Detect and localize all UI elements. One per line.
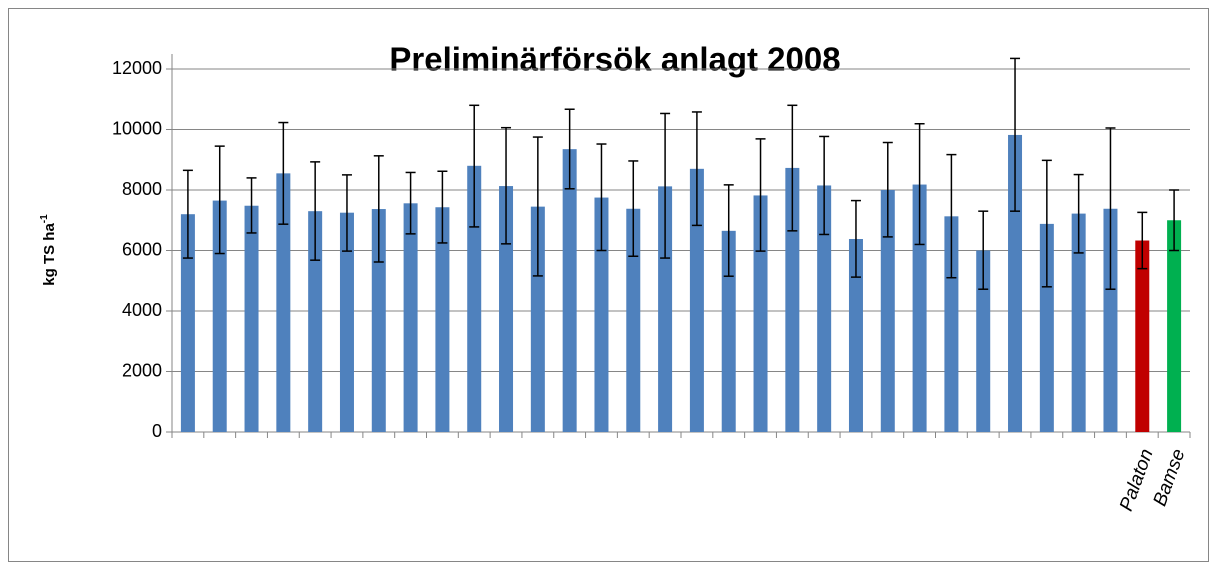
bar [1071,213,1086,432]
error-bar [850,199,861,278]
bar [1135,240,1150,432]
error-bar [1041,159,1052,288]
error-bar [532,136,543,277]
error-bar [373,155,384,263]
error-bar [1073,173,1084,254]
bar [689,168,704,432]
error-bar [628,160,639,257]
y-tick-label: 0 [152,421,162,441]
bar [785,167,800,433]
bar [912,184,927,432]
error-bar [469,104,480,228]
bar [499,186,514,432]
error-bar [182,169,193,259]
error-bar [660,112,671,259]
bar [594,197,609,432]
y-axis-label: kg TS ha-1 [39,214,58,286]
bar [339,212,354,432]
bar [180,214,195,432]
bar [403,203,418,432]
error-bar [882,141,893,238]
error-bar [946,153,957,279]
bar [1008,134,1023,432]
bar [626,208,641,432]
error-bar [405,171,416,235]
error-bar [278,121,289,225]
bar [530,206,545,432]
bar [1103,208,1118,432]
y-tick-label: 12000 [112,58,162,78]
error-bar [691,111,702,227]
bar [212,200,227,432]
y-axis-label-text: kg TS ha [41,223,58,286]
error-bar [214,145,225,255]
bar [944,216,959,432]
bar [1039,223,1054,432]
bar [880,190,895,432]
error-bar [310,161,321,261]
bar [976,250,991,432]
error-bar [1169,189,1180,252]
error-bar [914,123,925,246]
bar [753,195,768,432]
error-bar [1010,57,1021,212]
bar [1167,220,1182,432]
error-bar [437,170,448,244]
error-bar [755,138,766,252]
bar [848,239,863,432]
bar [371,209,386,432]
bar [244,205,259,432]
bar [721,230,736,432]
y-tick-label: 4000 [122,300,162,320]
bar [817,185,832,432]
y-axis-label-superscript: -1 [39,214,50,223]
error-bar [501,126,512,245]
y-tick-label: 6000 [122,239,162,259]
error-bar [1105,127,1116,290]
y-tick-label: 8000 [122,179,162,199]
bar [276,173,291,433]
error-bar [978,210,989,290]
y-tick-label: 2000 [122,360,162,380]
bar [562,149,577,432]
error-bar [341,174,352,252]
error-bar [787,104,798,232]
error-bar [819,135,830,236]
error-bar [596,143,607,252]
bar [308,211,323,432]
chart-title: Preliminärförsök anlagt 2008 [389,41,840,78]
bar [658,186,673,432]
error-bar [1137,211,1148,270]
error-bar [564,108,575,190]
error-bar [723,184,734,277]
bar [467,165,482,433]
error-bar [246,177,257,234]
y-tick-label: 10000 [112,118,162,138]
bar [435,207,450,432]
